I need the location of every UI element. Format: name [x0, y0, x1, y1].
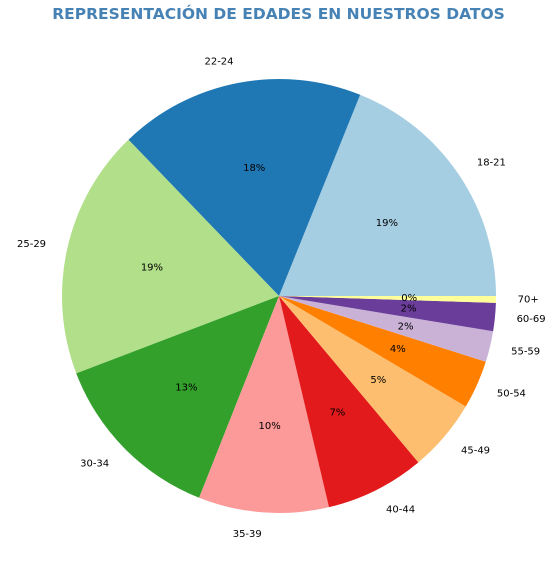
slice-label: 60-69 [517, 314, 546, 325]
slice-30-34 [76, 296, 280, 498]
pie-labels: 18-21 19% 22-24 18% 25-29 19% 30-34 13% 35-39 10%… [17, 57, 546, 540]
slice-percent: 0% [401, 293, 417, 304]
slice-22-24 [128, 79, 361, 297]
slice-25-29 [62, 139, 279, 374]
slice-35-39 [199, 296, 329, 513]
slice-percent: 4% [390, 344, 406, 355]
slice-percent: 7% [329, 407, 345, 418]
slice-label: 18-21 [477, 157, 506, 168]
slice-18-21 [279, 94, 496, 296]
slice-percent: 19% [376, 218, 398, 229]
slice-label: 50-54 [497, 389, 526, 400]
slice-label: 40-44 [386, 504, 415, 515]
pie-slices [62, 79, 496, 513]
slice-label: 70+ [518, 295, 539, 306]
slice-45-49 [279, 296, 466, 463]
slice-percent: 19% [141, 263, 163, 274]
slice-40-44 [279, 296, 419, 508]
slice-55-59 [279, 296, 494, 362]
slice-percent: 2% [401, 304, 417, 315]
slice-percent: 2% [398, 321, 414, 332]
slice-label: 30-34 [80, 459, 109, 470]
slice-percent: 13% [175, 382, 197, 393]
slice-60-69 [279, 296, 496, 332]
slice-50-54 [279, 296, 486, 407]
slice-label: 22-24 [204, 57, 233, 68]
chart-title: REPRESENTACIÓN DE EDADES EN NUESTROS DAT… [52, 4, 505, 23]
slice-percent: 5% [370, 375, 386, 386]
slice-percent: 10% [258, 421, 280, 432]
slice-label: 35-39 [233, 529, 262, 540]
slice-label: 55-59 [511, 347, 540, 358]
slice-70+ [279, 296, 496, 303]
slice-label: 25-29 [17, 239, 46, 250]
slice-percent: 18% [243, 163, 265, 174]
slice-label: 45-49 [461, 445, 490, 456]
